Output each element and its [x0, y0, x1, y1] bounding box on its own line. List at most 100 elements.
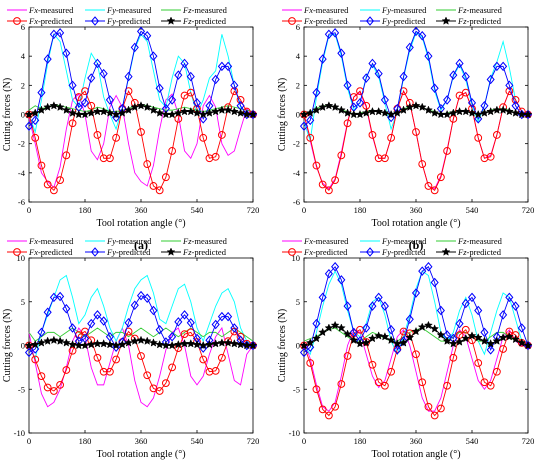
data-point-fy-predicted — [37, 327, 46, 338]
data-point-fz-predicted — [211, 339, 221, 348]
data-point-fz-predicted — [55, 102, 65, 111]
data-point-fy-predicted — [192, 98, 202, 108]
data-point-fz-predicted — [442, 109, 452, 119]
data-point-fy-predicted — [505, 292, 514, 303]
chart-panel-4: 0 180 360 540 720 -10 -5 0 5 10 Tool rotation angl… — [277, 236, 534, 470]
data-point-fz-predicted — [124, 338, 133, 347]
data-point-fy-predicted — [387, 324, 396, 335]
data-point-fz-predicted — [299, 340, 309, 350]
x-axis-label: Tool rotation angle (°) — [96, 449, 185, 460]
y-tick-label: 4 — [296, 51, 301, 61]
legend-marker — [166, 247, 176, 256]
data-point-fz-predicted — [455, 106, 464, 116]
data-point-fx-predicted — [306, 133, 315, 142]
data-point-fx-predicted — [93, 353, 102, 362]
data-point-fy-predicted — [174, 317, 183, 327]
data-point-fz-predicted — [492, 336, 502, 345]
data-point-fz-predicted — [49, 101, 59, 110]
data-point-fy-predicted — [174, 70, 183, 80]
data-point-fy-predicted — [387, 112, 396, 123]
data-point-fz-predicted — [130, 336, 140, 345]
data-point-fy-predicted — [143, 30, 152, 41]
data-point-fx-predicted — [436, 404, 445, 413]
data-point-fy-predicted — [337, 48, 346, 59]
data-point-fz-predicted — [136, 335, 146, 345]
y-tick-label: 10 — [17, 253, 26, 263]
x-tick-label: 0 — [27, 205, 31, 215]
series-line-fx-predicted — [28, 330, 254, 392]
data-point-fx-predicted — [436, 173, 445, 182]
x-tick-label: 360 — [410, 436, 423, 446]
x-tick-label: 360 — [410, 205, 423, 215]
data-point-fx-predicted — [424, 402, 433, 411]
y-tick-label: -6 — [18, 197, 25, 207]
data-point-fy-predicted — [324, 268, 333, 279]
data-point-fy-predicted — [299, 121, 309, 131]
data-point-fy-predicted — [56, 291, 65, 302]
data-point-fx-predicted — [43, 383, 52, 392]
series-line-fx-measured — [303, 328, 528, 412]
data-point-fx-predicted — [380, 154, 389, 163]
data-point-fx-predicted — [174, 114, 183, 123]
legend-label: Fz-measured — [182, 236, 228, 246]
data-point-fy-predicted — [199, 343, 208, 353]
data-point-fz-predicted — [467, 108, 477, 117]
data-point-fx-predicted — [356, 87, 364, 96]
data-point-fy-predicted — [318, 54, 327, 64]
data-point-fz-predicted — [361, 338, 371, 347]
data-point-fx-predicted — [424, 182, 433, 190]
data-point-fy-predicted — [93, 58, 102, 69]
data-point-fy-predicted — [43, 54, 52, 64]
y-tick-label: 2 — [296, 80, 300, 90]
data-point-fz-predicted — [517, 338, 527, 347]
data-point-fx-predicted — [331, 176, 340, 185]
data-point-fx-predicted — [56, 176, 65, 185]
x-tick-label: 180 — [354, 436, 367, 446]
legend-label: Fx-predicted — [28, 247, 73, 257]
data-point-fy-predicted — [418, 266, 427, 276]
data-point-fx-predicted — [143, 371, 152, 380]
data-point-fz-predicted — [392, 339, 402, 348]
data-point-fy-predicted — [155, 83, 164, 94]
data-point-fy-predicted — [499, 310, 508, 320]
y-tick-label: 6 — [296, 22, 300, 32]
data-point-fx-predicted — [124, 327, 133, 336]
legend-label: Fy-predicted — [106, 247, 151, 257]
legend-label: Fz-predicted — [182, 16, 227, 26]
data-point-fz-predicted — [105, 339, 115, 349]
data-point-fx-predicted — [161, 173, 170, 182]
data-point-fy-predicted — [149, 51, 158, 61]
data-point-fz-predicted — [343, 329, 352, 338]
data-point-fx-predicted — [199, 133, 208, 142]
data-point-fy-predicted — [337, 275, 346, 285]
data-point-fx-predicted — [499, 345, 508, 353]
data-point-fx-predicted — [149, 182, 158, 190]
data-point-fx-predicted — [343, 119, 352, 128]
y-tick-label: 0 — [21, 110, 25, 120]
y-tick-label: 0 — [296, 110, 300, 120]
data-point-fx-predicted — [412, 128, 420, 136]
data-point-fz-predicted — [374, 106, 384, 116]
data-point-fx-predicted — [412, 350, 420, 359]
data-point-fy-predicted — [149, 305, 158, 316]
data-point-fz-predicted — [30, 339, 40, 349]
data-point-fx-predicted — [374, 154, 383, 163]
data-point-fy-predicted — [331, 261, 340, 272]
data-point-fx-predicted — [68, 119, 77, 128]
data-point-fz-predicted — [399, 105, 408, 114]
data-point-fy-predicted — [318, 292, 327, 303]
data-point-fy-predicted — [124, 71, 133, 82]
data-point-fx-predicted — [449, 114, 458, 123]
data-point-fz-predicted — [355, 339, 365, 348]
y-tick-label: -6 — [293, 197, 300, 207]
data-point-fx-predicted — [74, 93, 83, 101]
series-line-fy-predicted — [303, 30, 528, 127]
data-point-fy-predicted — [393, 345, 402, 355]
legend-label: Fy-measured — [381, 5, 427, 15]
data-point-fz-predicted — [192, 339, 202, 349]
series-line-fy-measured — [28, 274, 254, 360]
data-point-fy-predicted — [299, 347, 309, 358]
data-point-fx-predicted — [137, 352, 145, 360]
legend-label: Fx-predicted — [28, 16, 73, 26]
data-point-fy-predicted — [355, 98, 365, 108]
